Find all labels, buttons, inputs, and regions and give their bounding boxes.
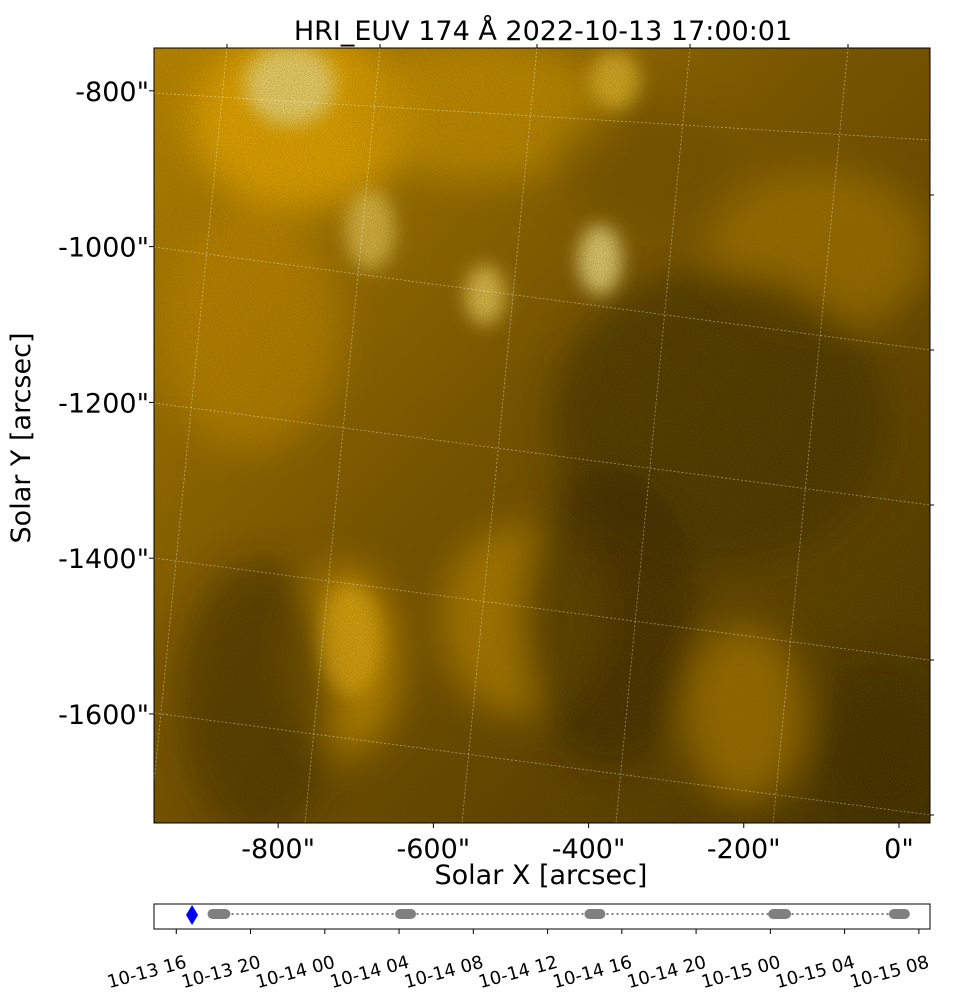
timeline-cluster <box>768 909 792 919</box>
y-tick-label: -1000" <box>58 233 149 264</box>
solar-image <box>154 48 930 823</box>
timeline-tick-label: 10-15 08 <box>848 952 932 993</box>
timeline-tick-label: 10-14 16 <box>551 952 635 993</box>
x-axis-label: Solar X [arcsec] <box>435 860 648 891</box>
timeline-tick-label: 10-14 08 <box>402 952 486 993</box>
x-tick-label: -800" <box>241 834 315 865</box>
y-tick-label: -1400" <box>58 544 149 575</box>
timeline-cluster <box>207 909 231 919</box>
timeline-cluster <box>888 909 910 919</box>
timeline-tick-label: 10-15 04 <box>773 952 857 993</box>
timeline-tick-label: 10-14 12 <box>476 952 560 993</box>
timeline-frame <box>153 903 931 930</box>
timeline-tick-label: 10-13 20 <box>179 952 263 993</box>
timeline-plot <box>186 905 910 925</box>
timeline-tick-label: 10-14 04 <box>328 952 412 993</box>
y-axis-label: Solar Y [arcsec] <box>6 333 37 544</box>
x-tick-label: 0" <box>884 834 914 865</box>
timeline-tick-label: 10-14 00 <box>254 952 338 993</box>
y-tick-label: -800" <box>75 77 149 108</box>
y-tick-label: -1200" <box>58 388 149 419</box>
x-axis: -800" -600" -400" -200" 0" <box>241 823 914 865</box>
x-tick-label: -600" <box>397 834 471 865</box>
timeline-tick-label: 10-15 00 <box>699 952 783 993</box>
timeline-tick-label: 10-13 16 <box>105 952 189 993</box>
x-tick-label: -400" <box>552 834 626 865</box>
y-tick-label: -1600" <box>58 700 149 731</box>
timeline-cluster <box>584 909 606 919</box>
timeline-cluster <box>395 909 417 919</box>
chart-title: HRI_EUV 174 Å 2022-10-13 17:00:01 <box>294 15 792 47</box>
timeline-tick-label: 10-14 20 <box>625 952 709 993</box>
x-tick-label: -200" <box>707 834 781 865</box>
y-axis: -800" -1000" -1200" -1400" -1600" <box>58 77 154 731</box>
image-frame <box>153 47 931 824</box>
current-time-marker <box>186 905 199 925</box>
